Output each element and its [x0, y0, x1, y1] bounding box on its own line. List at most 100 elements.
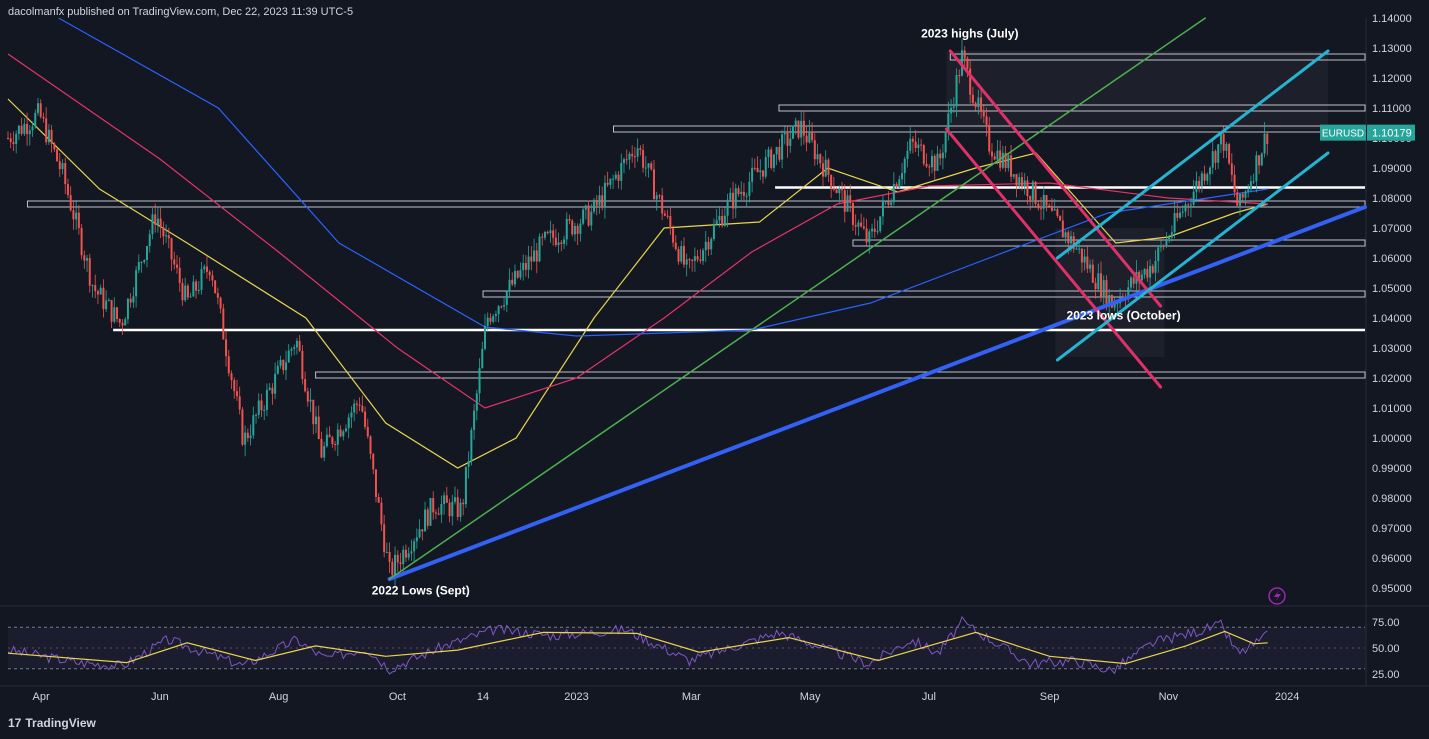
candle-body — [246, 432, 249, 439]
candle-body — [612, 178, 615, 180]
chart-annotation: 2022 Lows (Sept) — [372, 584, 470, 598]
candle-body — [350, 412, 353, 418]
time-tick-label: Sep — [1040, 691, 1060, 703]
candle-body — [1034, 181, 1037, 204]
candle-body — [802, 120, 805, 136]
candle-body — [794, 120, 797, 126]
candle-body — [560, 242, 563, 244]
candle-body — [977, 97, 980, 108]
candle-body — [121, 322, 124, 326]
candle-body — [1056, 209, 1059, 216]
candle-body — [1108, 295, 1111, 307]
candle-body — [952, 106, 955, 108]
candle-body — [879, 216, 882, 232]
candle-body — [205, 266, 208, 272]
candle-body — [966, 58, 969, 69]
candle-body — [625, 159, 628, 161]
candle-body — [890, 202, 893, 205]
price-tick-label: 1.01000 — [1372, 403, 1412, 415]
candle-body — [304, 379, 307, 392]
candle-body — [42, 116, 45, 119]
candle-body — [541, 236, 544, 238]
trendline — [944, 127, 1163, 389]
candle-body — [312, 399, 315, 425]
candle-body — [178, 267, 181, 283]
candle-body — [1184, 204, 1187, 212]
candle-body — [216, 293, 219, 298]
candle-body — [432, 498, 435, 513]
price-tick-label: 0.96000 — [1372, 553, 1412, 565]
candle-body — [511, 279, 514, 285]
candle-body — [481, 348, 484, 369]
time-axis[interactable]: Apr Jun Aug Oct 14 2023 Mar May Jul Sep Nov 2024 — [33, 691, 1300, 703]
price-tick-label: 0.95000 — [1372, 583, 1412, 595]
candle-body — [366, 426, 369, 437]
candle-body — [173, 259, 176, 265]
candle-body — [841, 188, 844, 191]
trendline — [1055, 151, 1330, 362]
candle-body — [1020, 177, 1023, 187]
candle-body — [1146, 269, 1149, 278]
candle-body — [415, 537, 418, 542]
candle-body — [786, 133, 789, 146]
price-tick-label: 1.04000 — [1372, 313, 1412, 325]
candle-body — [175, 264, 178, 268]
candle-body — [274, 373, 277, 394]
candle-body — [53, 143, 56, 150]
grid — [0, 18, 1429, 687]
candle-body — [895, 183, 898, 188]
candle-body — [426, 509, 429, 526]
candle-body — [107, 300, 110, 302]
moving-average-line — [7, 98, 1268, 469]
price-axis[interactable]: 1.140001.130001.120001.110001.100001.090… — [1320, 13, 1415, 595]
candle-body — [805, 135, 808, 143]
candle-body — [1198, 180, 1201, 187]
candle-body — [394, 554, 397, 576]
candle-body — [579, 223, 582, 234]
candle-body — [1258, 155, 1261, 166]
candle-body — [456, 497, 459, 517]
candle-body — [781, 134, 784, 160]
candle-body — [421, 529, 424, 532]
candle-body — [473, 410, 476, 430]
candle-body — [268, 387, 271, 390]
candle-body — [1037, 203, 1040, 209]
candle-body — [642, 149, 645, 168]
price-tick-label: 1.13000 — [1372, 43, 1412, 55]
candle-body — [1129, 277, 1132, 288]
candle-body — [821, 163, 824, 177]
candle-body — [47, 129, 50, 143]
candle-body — [854, 224, 857, 227]
candle-body — [682, 246, 685, 265]
candle-body — [230, 373, 233, 381]
candle-body — [1159, 245, 1162, 248]
candle-body — [543, 231, 546, 238]
time-tick-label: Apr — [33, 691, 50, 703]
lightning-icon — [1268, 587, 1286, 605]
candle-body — [388, 551, 391, 562]
candle-body — [939, 153, 942, 159]
candle-body — [764, 157, 767, 177]
candle-body — [704, 241, 707, 251]
candle-body — [129, 298, 132, 303]
candle-body — [402, 549, 405, 565]
candle-body — [1219, 134, 1222, 145]
candle-body — [549, 230, 552, 234]
candle-body — [1239, 193, 1242, 206]
candle-body — [214, 280, 217, 294]
candle-body — [1091, 264, 1094, 283]
price-tick-label: 0.98000 — [1372, 493, 1412, 505]
candle-body — [219, 297, 222, 309]
candle-body — [595, 199, 598, 206]
candle-body — [315, 416, 318, 425]
candle-body — [644, 167, 647, 169]
candle-body — [344, 428, 347, 432]
candle-body — [241, 409, 244, 445]
candle-body — [759, 170, 762, 173]
candle-body — [898, 179, 901, 188]
candle-body — [309, 399, 312, 402]
candle-body — [617, 174, 620, 181]
candle-body — [263, 409, 266, 411]
candle-body — [374, 469, 377, 497]
